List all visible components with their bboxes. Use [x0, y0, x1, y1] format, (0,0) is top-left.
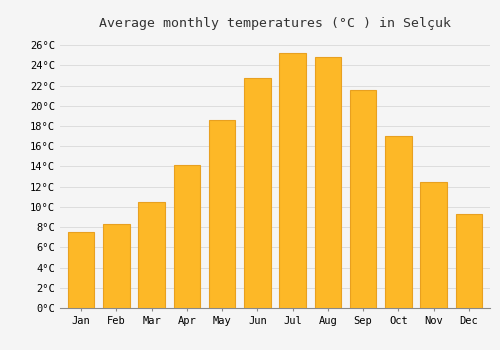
Bar — [174, 166, 200, 308]
Title: Average monthly temperatures (°C ) in Selçuk: Average monthly temperatures (°C ) in Se… — [99, 17, 451, 30]
Bar — [350, 90, 376, 308]
Bar — [209, 120, 236, 308]
Bar — [420, 182, 447, 308]
Bar — [314, 57, 341, 308]
Bar — [68, 232, 94, 308]
Bar — [456, 214, 482, 308]
Bar — [138, 202, 165, 308]
Bar — [280, 53, 306, 308]
Bar — [385, 136, 411, 308]
Bar — [103, 224, 130, 308]
Bar — [244, 78, 270, 308]
